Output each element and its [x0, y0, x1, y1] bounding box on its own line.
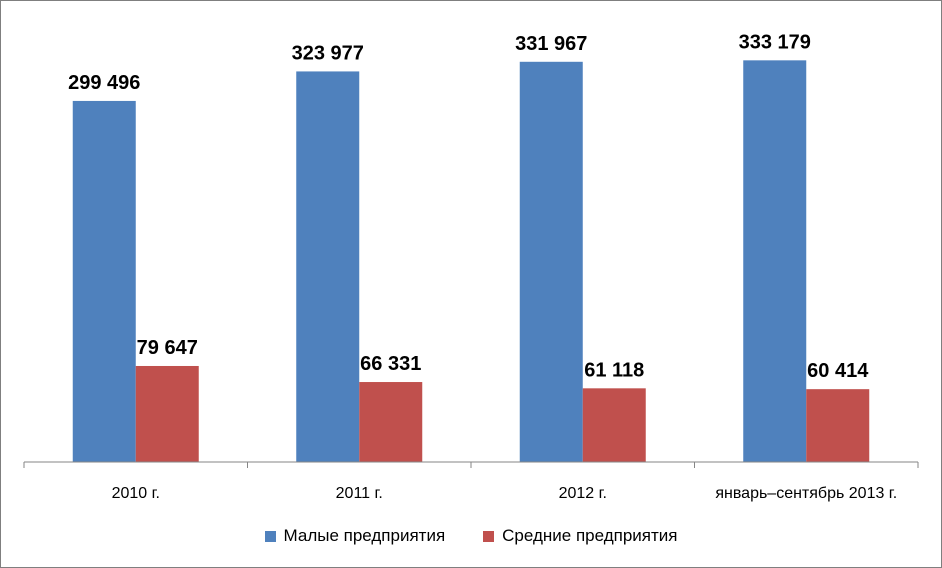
data-label-medium-2: 61 118: [584, 359, 644, 381]
category-label-2: 2012 г.: [559, 485, 607, 502]
bar-small-2: [519, 61, 583, 462]
data-label-small-3: 333 179: [739, 31, 811, 53]
bars-group: [72, 60, 870, 463]
category-label-0: 2010 г.: [112, 485, 160, 502]
bar-medium-1: [359, 382, 423, 462]
data-label-medium-0: 79 647: [137, 337, 198, 359]
bar-small-0: [72, 100, 136, 463]
legend-swatch-medium: [483, 530, 495, 542]
data-label-small-1: 323 977: [292, 42, 364, 64]
data-labels-group: 299 496 79 647 323 977 66 331 331 967 61 118 3…: [68, 31, 869, 382]
category-label-3: январь–сентябрь 2013 г.: [715, 485, 897, 502]
data-label-medium-3: 60 414: [807, 360, 869, 382]
legend-label-medium: Средние предприятия: [502, 526, 678, 545]
bar-small-3: [743, 60, 807, 463]
data-label-small-0: 299 496: [68, 72, 140, 94]
legend-item-medium: Средние предприятия: [483, 526, 677, 546]
bar-medium-2: [582, 388, 646, 462]
bar-medium-3: [806, 389, 870, 462]
legend-label-small: Малые предприятия: [283, 526, 446, 545]
bar-medium-0: [135, 365, 199, 462]
data-label-medium-1: 66 331: [360, 353, 421, 375]
bar-small-1: [296, 71, 360, 462]
legend-item-small: Малые предприятия: [264, 526, 446, 546]
legend: Малые предприятия Средние предприятия: [0, 526, 942, 546]
category-label-1: 2011 г.: [336, 485, 383, 502]
bar-chart: 299 496 79 647 323 977 66 331 331 967 61 118 3…: [23, 31, 919, 502]
legend-swatch-small: [264, 530, 276, 542]
data-label-small-2: 331 967: [515, 33, 587, 55]
x-axis: 2010 г. 2011 г. 2012 г. январь–сентябрь 201…: [23, 461, 919, 502]
